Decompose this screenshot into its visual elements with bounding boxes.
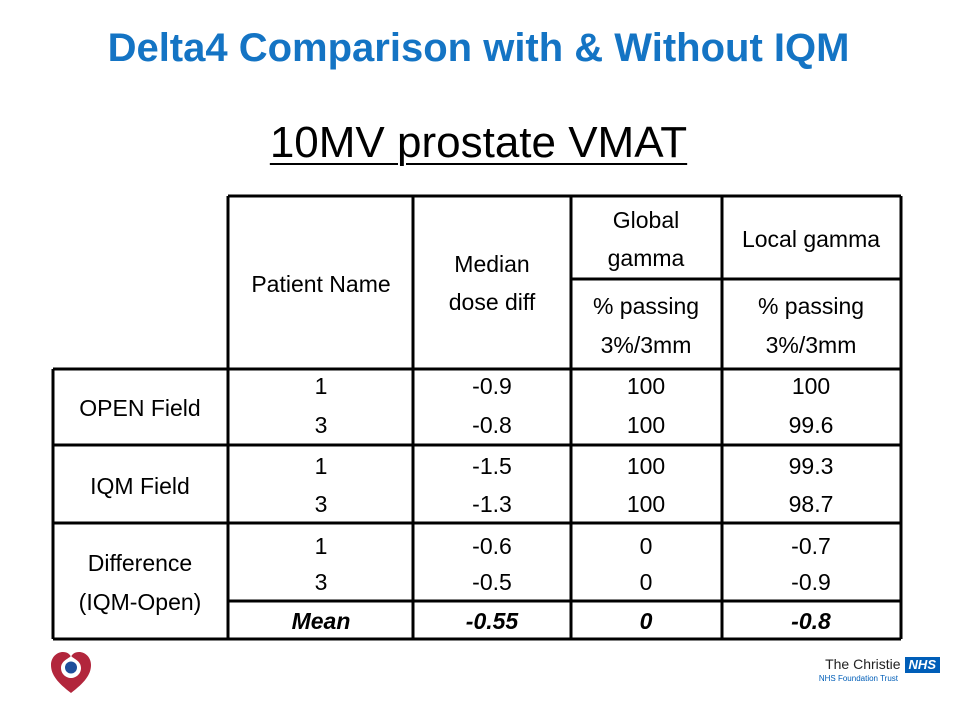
cell-open-3-patient: 3 <box>315 412 328 438</box>
group-label-difference: Difference <box>88 550 192 576</box>
cell-diff-1-median: -0.6 <box>472 533 512 559</box>
christie-heart-logo-icon <box>51 652 91 693</box>
cell-diff-3-global: 0 <box>640 569 653 595</box>
cell-open-1-median: -0.9 <box>472 373 512 399</box>
header-median-line1: Median <box>454 251 529 277</box>
trust-line: NHS Foundation Trust <box>818 674 898 683</box>
cell-iqm-1-median: -1.5 <box>472 453 512 479</box>
cell-iqm-3-patient: 3 <box>315 491 328 517</box>
cell-iqm-3-median: -1.3 <box>472 491 512 517</box>
cell-mean-global: 0 <box>640 608 653 634</box>
header-global-passing: % passing <box>593 293 699 319</box>
slide-subtitle: 10MV prostate VMAT <box>269 118 688 167</box>
cell-open-1-global: 100 <box>627 373 665 399</box>
header-local-gamma: Local gamma <box>742 226 880 252</box>
group-label-open: OPEN Field <box>79 395 200 421</box>
cell-open-3-local: 99.6 <box>789 412 834 438</box>
header-global-line2: gamma <box>608 245 685 271</box>
header-global-line1: Global <box>613 207 679 233</box>
cell-diff-1-patient: 1 <box>315 533 328 559</box>
cell-mean-label: Mean <box>292 608 351 634</box>
slide-title: Delta4 Comparison with & Without IQM <box>107 26 850 70</box>
header-local-passing: % passing <box>758 293 864 319</box>
cell-diff-1-global: 0 <box>640 533 653 559</box>
org-name: The Christie <box>825 656 901 672</box>
cell-diff-3-local: -0.9 <box>791 569 831 595</box>
cell-iqm-1-local: 99.3 <box>789 453 834 479</box>
header-median-line2: dose diff <box>449 289 536 315</box>
cell-diff-3-median: -0.5 <box>472 569 512 595</box>
cell-diff-3-patient: 3 <box>315 569 328 595</box>
cell-iqm-3-local: 98.7 <box>789 491 834 517</box>
cell-mean-local: -0.8 <box>791 608 831 634</box>
cell-diff-1-local: -0.7 <box>791 533 831 559</box>
header-global-criteria: 3%/3mm <box>601 332 692 358</box>
cell-iqm-3-global: 100 <box>627 491 665 517</box>
cell-open-1-patient: 1 <box>315 373 328 399</box>
christie-nhs-logo: The Christie NHS NHS Foundation Trust <box>780 655 940 685</box>
header-local-criteria: 3%/3mm <box>766 332 857 358</box>
cell-iqm-1-global: 100 <box>627 453 665 479</box>
cell-mean-median: -0.55 <box>466 608 520 634</box>
cell-open-3-global: 100 <box>627 412 665 438</box>
cell-open-1-local: 100 <box>792 373 830 399</box>
cell-iqm-1-patient: 1 <box>315 453 328 479</box>
cell-open-3-median: -0.8 <box>472 412 512 438</box>
table-grid <box>51 194 903 641</box>
group-label-difference-sub: (IQM-Open) <box>79 589 202 615</box>
group-label-iqm: IQM Field <box>90 473 190 499</box>
nhs-badge: NHS <box>904 657 940 673</box>
header-patient-name: Patient Name <box>251 271 390 297</box>
